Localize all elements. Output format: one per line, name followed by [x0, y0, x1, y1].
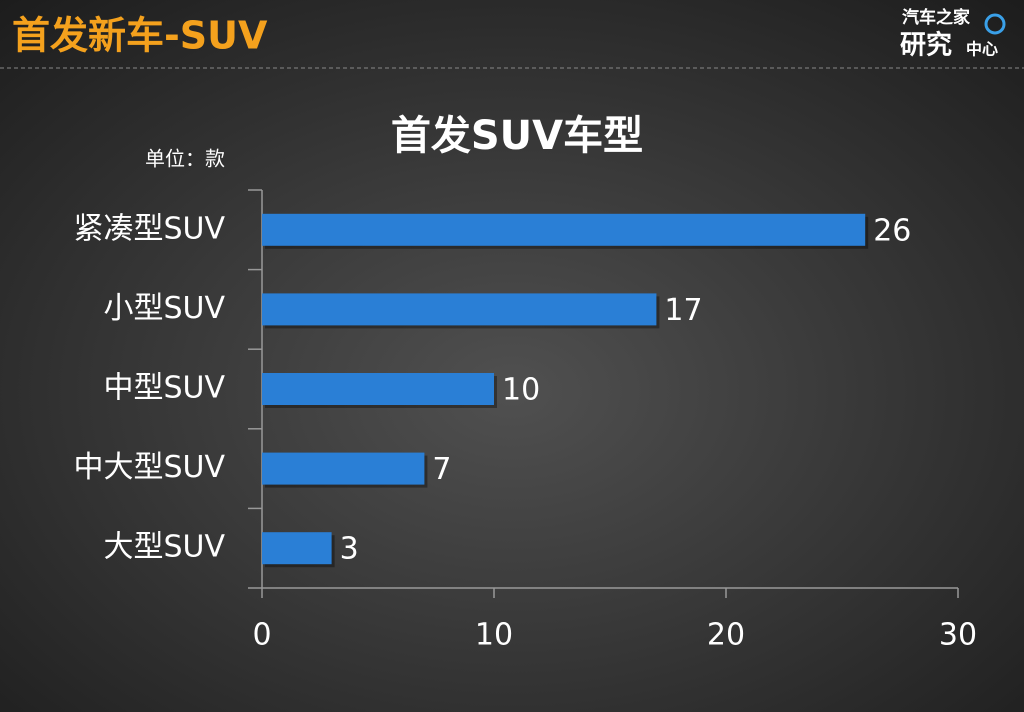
value-label: 17: [664, 293, 702, 328]
y-tick-label: 紧凑型SUV: [73, 211, 225, 246]
chart-title: 首发SUV车型: [391, 113, 643, 159]
logo-text: 中心: [966, 40, 998, 59]
x-tick-label: 0: [252, 618, 271, 653]
bar: [262, 532, 332, 565]
unit-label: 单位：款: [145, 147, 225, 171]
value-label: 3: [340, 532, 359, 567]
bar: [262, 293, 657, 326]
y-tick-label: 小型SUV: [103, 291, 225, 326]
value-label: 7: [432, 452, 451, 487]
bar: [262, 213, 866, 246]
y-tick-label: 中型SUV: [103, 371, 225, 406]
y-tick-label: 大型SUV: [103, 530, 225, 565]
x-tick-label: 20: [707, 618, 745, 653]
x-tick-label: 10: [475, 618, 513, 653]
header-title: 首发新车-SUV: [12, 14, 268, 58]
logo-icon: [984, 13, 1006, 35]
y-tick-label: 中大型SUV: [73, 450, 225, 485]
value-label: 26: [873, 213, 911, 248]
x-tick-label: 30: [939, 618, 977, 653]
value-label: 10: [502, 373, 540, 408]
logo-text: 研究: [900, 30, 952, 61]
logo-text: 汽车之家: [902, 7, 970, 28]
bar: [262, 373, 494, 405]
bar: [262, 452, 425, 485]
